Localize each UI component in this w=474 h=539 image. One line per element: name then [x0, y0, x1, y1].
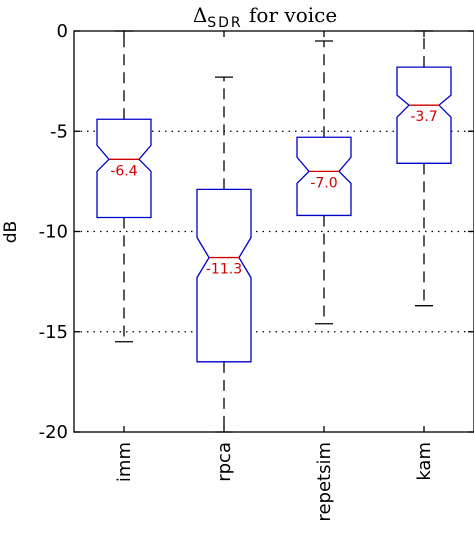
y-axis-label: dB [1, 221, 21, 243]
notched-box [396, 66, 452, 164]
y-tick-label: -10 [39, 222, 68, 243]
plot-area: -6.4 -11.3 -7.0 -3.7 0 -5 -10 -15 -20 imm rpca repe… [39, 21, 474, 522]
y-tick-label: -20 [39, 422, 68, 443]
notched-box [196, 188, 252, 363]
median-label: -7.0 [310, 175, 337, 191]
y-tick-label: 0 [57, 21, 68, 42]
notched-box [296, 136, 352, 217]
x-tick-label: rpca [214, 442, 235, 482]
title-suffix: for voice [243, 3, 338, 27]
chart-title: ΔSDR for voice [193, 3, 337, 31]
title-symbol: Δ [193, 3, 207, 27]
median-label: -3.7 [410, 109, 437, 125]
x-tick-label: imm [114, 442, 135, 482]
y-tick-label: -5 [50, 121, 68, 142]
x-tick-label: repetsim [314, 442, 335, 522]
y-tick-label: -15 [39, 322, 68, 343]
title-subscript: SDR [207, 15, 242, 31]
x-tick-label: kam [414, 442, 435, 481]
median-label: -6.4 [110, 163, 137, 179]
notched-box [96, 118, 152, 219]
median-label: -11.3 [206, 262, 242, 278]
